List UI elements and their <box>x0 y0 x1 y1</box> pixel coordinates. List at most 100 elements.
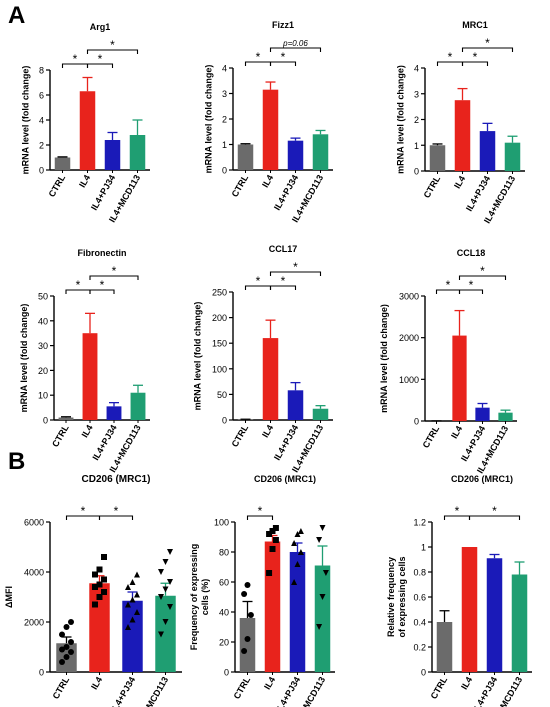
y-tick-label: 6000 <box>24 518 44 528</box>
chart-title: CCL17 <box>269 244 298 254</box>
chart-6: CD206 (MRC1) 0 2000 4000 6000 ΔMFI CTRL IL4 IL4+… <box>4 474 182 707</box>
bar-2 <box>486 558 503 672</box>
data-point-3-2 <box>322 570 329 576</box>
chart-0: Arg1 0 2 4 6 8 mRNA level (fold change) CTRL IL4… <box>21 22 150 224</box>
data-point-1-6 <box>91 571 98 578</box>
y-tick-label: 0.4 <box>413 618 426 628</box>
bar-3 <box>130 392 146 420</box>
x-tick-label-3: IL4+MCD113 <box>135 675 170 707</box>
significance-label-1: * <box>281 274 286 288</box>
significance-bracket-1 <box>461 61 489 66</box>
y-tick-label: 4 <box>222 64 227 74</box>
y-tick-label: 0 <box>414 417 419 427</box>
y-tick-label: 150 <box>212 339 227 349</box>
data-point-0-7 <box>63 624 70 630</box>
y-tick-label: 3 <box>222 89 227 99</box>
significance-label-0: * <box>455 504 460 518</box>
x-tick-label-2: IL4+PJ34 <box>272 423 300 462</box>
y-tick-label: 2 <box>414 115 419 125</box>
y-tick-label: 50 <box>217 390 227 400</box>
significance-label-0: * <box>73 52 78 66</box>
bar-2 <box>106 406 122 420</box>
chart-title: Fibronectin <box>78 248 127 258</box>
significance-label-1: * <box>100 278 105 292</box>
bar-0 <box>58 417 74 420</box>
y-tick-label: 40 <box>38 316 48 326</box>
data-point-0-3 <box>58 646 65 653</box>
data-point-2-5 <box>134 591 141 598</box>
y-axis-label: mRNA level (fold change) <box>193 302 203 411</box>
data-point-2-4 <box>294 531 301 537</box>
data-point-3-5 <box>167 579 174 585</box>
y-tick-label: 0 <box>414 167 419 177</box>
y-tick-label: 0.6 <box>413 593 426 603</box>
data-point-3-0 <box>316 624 323 630</box>
bar-3 <box>312 134 329 170</box>
significance-label-0: * <box>258 504 263 518</box>
y-axis-label: ΔMFI <box>4 586 14 608</box>
y-tick-label: 20 <box>38 366 48 376</box>
x-tick-label-0: CTRL <box>422 174 443 200</box>
chart-title: Arg1 <box>90 22 111 32</box>
data-point-0-5 <box>68 639 75 645</box>
y-axis-label: of expressing cells <box>397 556 407 637</box>
data-point-0-1 <box>63 654 70 660</box>
y-axis-label: mRNA level (fold change) <box>21 66 31 175</box>
x-tick-label-1: IL4 <box>89 675 104 691</box>
chart-2: MRC1 0 1 2 3 4 mRNA level (fold change) CTRL IL4… <box>396 20 525 225</box>
y-tick-label: 1 <box>222 140 227 150</box>
bar-3 <box>129 135 146 170</box>
x-tick-label-2: IL4+PJ34 <box>464 174 492 213</box>
chart-7: CD206 (MRC1) 0 20 40 60 80 100 Frequency of exp… <box>189 474 335 707</box>
chart-title: CCL18 <box>457 248 486 258</box>
significance-bracket-1 <box>89 289 115 294</box>
y-tick-label: 20 <box>219 638 229 648</box>
y-tick-label: 100 <box>214 518 229 528</box>
bar-1 <box>461 547 478 672</box>
data-point-1-5 <box>272 525 279 531</box>
data-point-0-4 <box>244 582 251 588</box>
bar-2 <box>479 131 496 171</box>
data-point-1-8 <box>101 554 108 560</box>
bar-2 <box>287 390 304 420</box>
data-point-1-2 <box>101 589 108 595</box>
significance-label-2: * <box>485 36 490 50</box>
bar-1 <box>262 89 279 170</box>
data-point-0-8 <box>68 619 75 625</box>
significance-bracket-1 <box>98 515 134 520</box>
y-tick-label: 0 <box>421 668 426 678</box>
data-point-0-4 <box>63 644 70 650</box>
data-point-0-3 <box>241 591 248 597</box>
chart-8: CD206 (MRC1) 0 0.2 0.4 0.6 0.8 1 1.2 Relative fr… <box>386 474 532 707</box>
y-tick-label: 4000 <box>24 568 44 578</box>
significance-label-0: * <box>76 278 81 292</box>
x-tick-label-2: IL4+PJ34 <box>89 173 117 212</box>
significance-bracket-2 <box>461 47 514 52</box>
data-point-0-2 <box>68 649 75 655</box>
x-tick-label-1: IL4 <box>262 675 277 691</box>
significance-label-2: * <box>293 260 298 274</box>
bar-2 <box>289 552 306 672</box>
data-point-1-3 <box>266 531 273 537</box>
y-tick-label: 60 <box>219 578 229 588</box>
y-tick-label: 0 <box>43 416 48 426</box>
data-point-3-1 <box>162 619 169 625</box>
data-point-3-8 <box>167 549 174 555</box>
y-tick-label: 100 <box>212 364 227 374</box>
y-tick-label: 0.8 <box>413 568 426 578</box>
y-tick-label: 4 <box>39 116 44 126</box>
data-point-2-8 <box>134 571 141 578</box>
data-point-1-7 <box>96 566 103 573</box>
bar-3 <box>312 408 329 420</box>
chart-title: CD206 (MRC1) <box>82 474 151 485</box>
significance-bracket-1 <box>269 61 297 66</box>
chart-title: Fizz1 <box>272 20 294 30</box>
data-point-1-0 <box>266 570 273 576</box>
panel-label-a: A <box>8 2 26 29</box>
significance-bracket-1 <box>458 289 484 294</box>
y-tick-label: 1000 <box>399 375 419 385</box>
significance-label-0: * <box>256 50 261 64</box>
data-point-3-2 <box>167 604 174 610</box>
significance-label-0: * <box>446 278 451 292</box>
x-tick-label-1: IL4 <box>459 675 474 691</box>
